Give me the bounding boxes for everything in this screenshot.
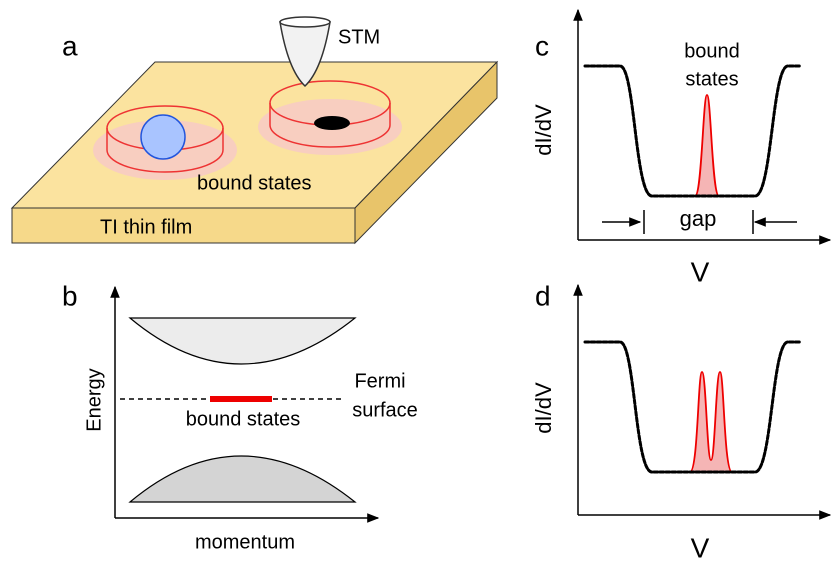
panel-label: c <box>535 30 549 61</box>
states-label: bound states <box>186 408 301 430</box>
panel-d: d dI/dV V <box>531 280 830 563</box>
fermi-label: Fermi <box>354 370 405 392</box>
stm-label: STM <box>338 26 380 48</box>
valence-band <box>130 456 355 502</box>
states-label: bound <box>684 40 740 62</box>
states-label: bound states <box>197 172 312 194</box>
didv-curve <box>585 342 800 472</box>
figure: a STM bound states TI thin film b Energy… <box>0 0 832 565</box>
panel-a: a STM bound states TI thin film <box>12 17 497 243</box>
conduction-band <box>130 318 355 364</box>
gap-label: gap <box>680 206 717 231</box>
panel-label: d <box>535 280 551 311</box>
fermi-label: surface <box>352 399 418 421</box>
y-axis-label: dI/dV <box>531 382 556 434</box>
film-label: TI thin film <box>100 216 192 238</box>
panel-c: c bound states dI/dV gap V <box>531 10 830 287</box>
panel-b: b Energy momentum bound states Fermi sur… <box>62 280 418 553</box>
panel-label: a <box>62 30 78 61</box>
vacancy <box>314 116 350 130</box>
x-axis-label: momentum <box>195 531 295 553</box>
bound-peaks <box>690 372 732 472</box>
impurity <box>141 115 185 159</box>
x-axis-label: V <box>691 256 710 287</box>
x-axis-label: V <box>691 532 710 563</box>
bound-peak <box>695 95 719 196</box>
y-axis-label: dI/dV <box>531 104 556 156</box>
panel-label: b <box>62 280 78 311</box>
y-axis-label: Energy <box>83 368 105 431</box>
states-label: states <box>685 68 738 90</box>
stm-tip-top <box>280 17 330 27</box>
